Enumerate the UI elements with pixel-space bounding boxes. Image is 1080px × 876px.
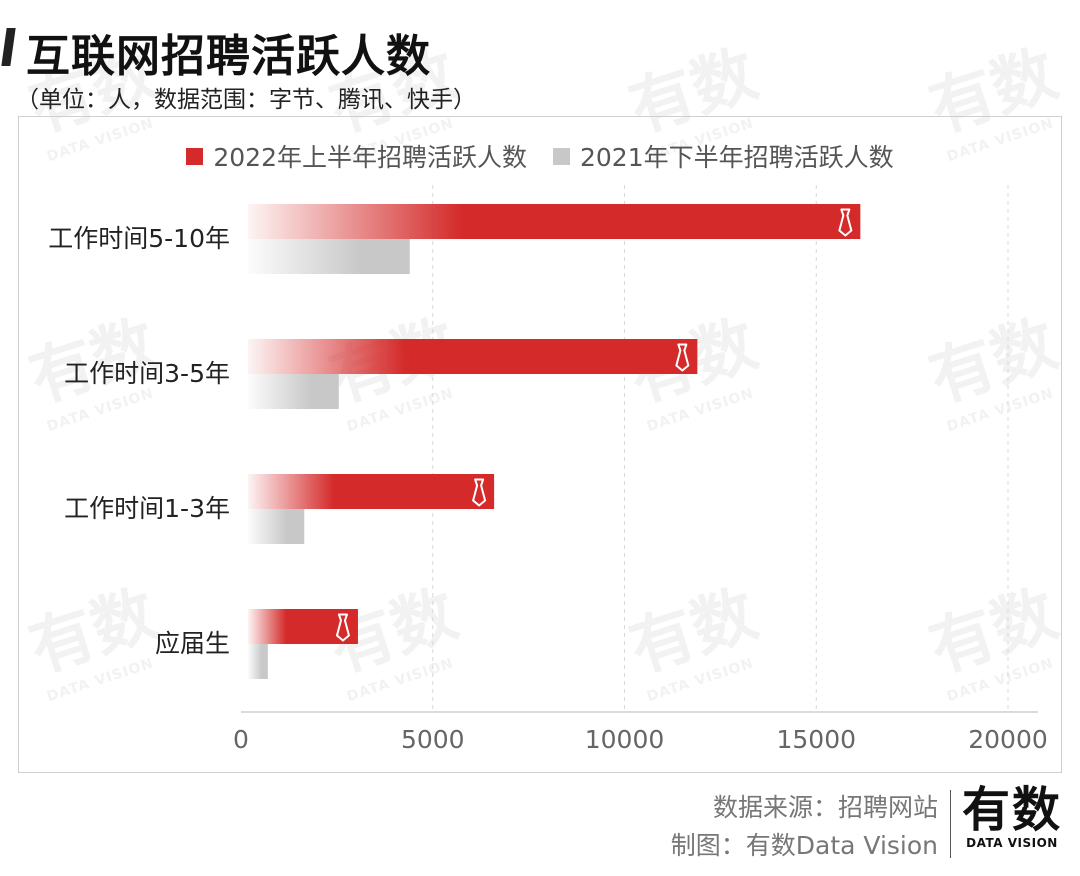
- x-tick-label: 0: [233, 725, 249, 754]
- necktie-icon: [335, 613, 350, 642]
- x-tick-label: 5000: [401, 725, 465, 754]
- category-label: 应届生: [155, 629, 230, 658]
- necktie-icon: [472, 478, 487, 507]
- brand-logo-cn: 有数: [962, 782, 1063, 838]
- chart-legend: 2022年上半年招聘活跃人数 2021年下半年招聘活跃人数: [0, 138, 1080, 174]
- data-source-note: 数据来源：招聘网站: [712, 793, 938, 822]
- necktie-icon: [838, 208, 853, 237]
- page-subtitle: （单位：人，数据范围：字节、腾讯、快手）: [16, 87, 476, 113]
- legend-label-2021: 2021年下半年招聘活跃人数: [580, 143, 894, 172]
- category-label: 工作时间3-5年: [64, 359, 230, 388]
- category-label: 工作时间5-10年: [48, 224, 230, 253]
- footer-divider: [950, 790, 951, 858]
- legend-item-2022: 2022年上半年招聘活跃人数: [186, 138, 527, 174]
- x-tick-label: 10000: [585, 725, 665, 754]
- chart-panel: [18, 116, 1062, 773]
- brand-logo: 有数 DATA VISION: [962, 784, 1062, 850]
- bar-2021: [248, 509, 305, 544]
- bar-2021: [248, 374, 339, 409]
- x-tick-label: 20000: [968, 725, 1048, 754]
- bar-2021: [248, 239, 410, 274]
- category-label: 工作时间1-3年: [64, 494, 230, 523]
- bar-2022: [248, 474, 495, 509]
- necktie-icon: [675, 343, 690, 372]
- x-tick-label: 15000: [776, 725, 856, 754]
- brand-logo-en: DATA VISION: [966, 836, 1058, 850]
- legend-swatch-2021: [553, 147, 570, 165]
- made-by-note: 制图：有数Data Vision: [670, 831, 938, 860]
- page-title: 互联网招聘活跃人数: [26, 31, 431, 82]
- bar-2021: [248, 644, 268, 679]
- bar-2022: [248, 339, 698, 374]
- bar-2022: [248, 204, 861, 239]
- legend-swatch-2022: [186, 147, 204, 165]
- legend-item-2021: 2021年下半年招聘活跃人数: [553, 138, 894, 174]
- legend-label-2022: 2022年上半年招聘活跃人数: [213, 143, 527, 172]
